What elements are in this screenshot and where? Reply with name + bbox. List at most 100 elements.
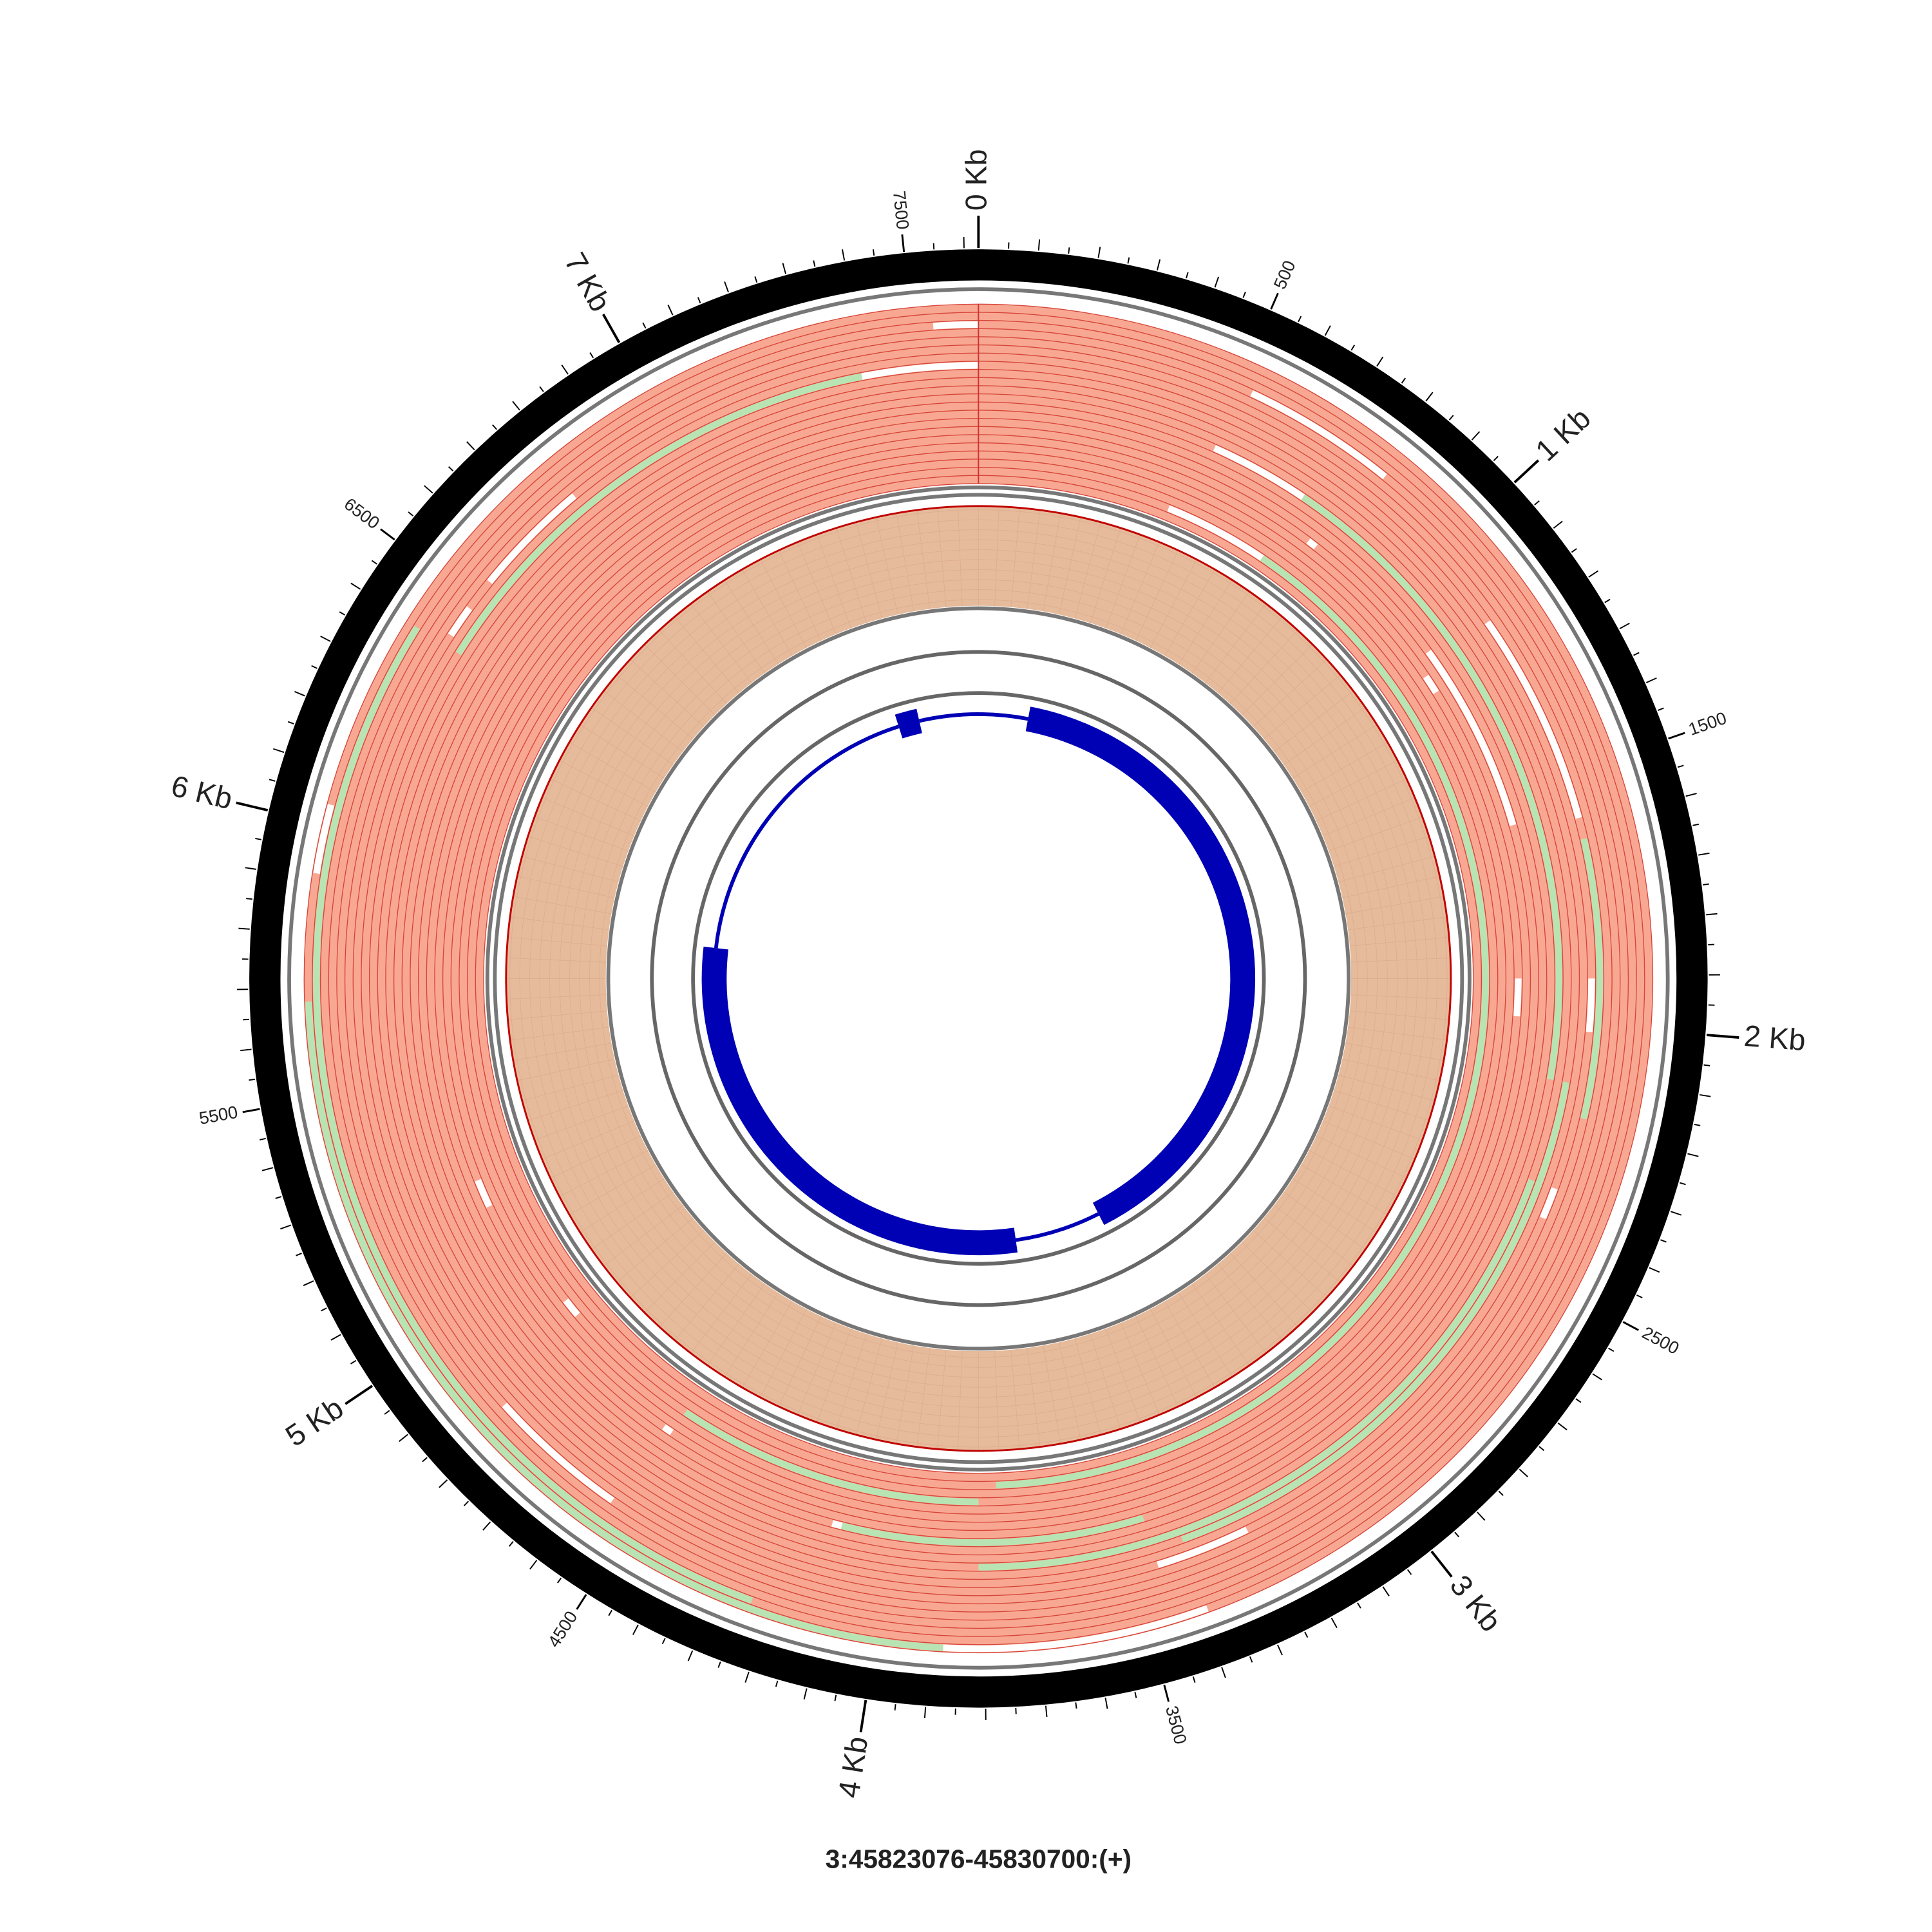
coverage-grid [674, 616, 739, 694]
minor-tick [408, 511, 414, 516]
minor-tick [724, 281, 729, 293]
minor-tick [1685, 793, 1697, 797]
coverage-grid [630, 1229, 705, 1298]
coverage-grid [517, 1059, 615, 1081]
coverage-grid [1342, 1059, 1440, 1081]
minor-tick [1276, 1644, 1283, 1656]
coverage-grid [1043, 1345, 1061, 1444]
minor-tick [1376, 356, 1384, 367]
coverage-grid [659, 630, 727, 705]
minor-tick [539, 386, 544, 392]
minor-tick [1571, 548, 1577, 553]
tick [242, 1108, 260, 1113]
coverage-grid [896, 513, 914, 612]
minor-tick [1706, 913, 1718, 916]
minor-tick-label: 4500 [544, 1607, 582, 1651]
minor-tick [1592, 1373, 1603, 1381]
minor-tick-label: 500 [1269, 258, 1300, 292]
coverage-grid [513, 1043, 612, 1061]
tick [1668, 732, 1685, 740]
coverage-grid [1178, 1293, 1233, 1378]
tick [602, 314, 621, 343]
coverage-grid [876, 517, 898, 615]
minor-tick [311, 665, 317, 669]
minor-tick [782, 263, 787, 274]
coverage-grid [994, 506, 999, 607]
coverage-grid [742, 1301, 793, 1388]
minor-tick [1045, 1705, 1048, 1718]
minor-tick [275, 1196, 282, 1199]
minor-tick [1448, 415, 1454, 421]
read-lane [475, 475, 1482, 1482]
read-segment [1250, 390, 1387, 480]
coverage-grid [1135, 550, 1179, 641]
coverage-grid [1253, 1229, 1327, 1298]
coverage-grid [659, 1253, 727, 1327]
coverage-grid [817, 1328, 851, 1423]
exon [1025, 706, 1256, 1226]
coverage-grid [957, 1350, 963, 1451]
minor-tick [1104, 1698, 1108, 1709]
minor-tick [1324, 325, 1331, 336]
minor-tick [424, 485, 433, 494]
coverage-grid [1350, 957, 1451, 963]
coverage-grid [1178, 580, 1233, 665]
coverage-grid [591, 707, 674, 765]
coverage-grid [1274, 690, 1354, 752]
tick [345, 1385, 374, 1405]
minor-tick [296, 1253, 302, 1256]
minor-tick [255, 838, 262, 840]
read-segment [1181, 1081, 1570, 1543]
minor-tick [1425, 392, 1434, 402]
major-tick-label: 7 Kb [558, 247, 618, 317]
read-segment [502, 1403, 614, 1504]
coverage-grid [724, 1293, 779, 1378]
coverage-grid [549, 549, 1408, 1408]
minor-tick [287, 721, 294, 724]
read-segment [1484, 620, 1582, 819]
minor-tick [632, 1624, 639, 1635]
minor-tick [717, 1662, 721, 1668]
track-border [691, 691, 1266, 1266]
read-segment [861, 362, 979, 380]
coverage-grid [1043, 513, 1061, 612]
minor-tick [608, 1609, 612, 1616]
coverage-grid [1328, 1105, 1423, 1141]
coverage-grid [569, 569, 1388, 1388]
minor-tick [246, 898, 252, 900]
coverage-grid [1090, 1334, 1121, 1430]
minor-tick [1498, 1490, 1504, 1496]
minor-tick [1680, 1182, 1686, 1186]
coverage-grid [836, 527, 867, 623]
coverage-grid [1334, 1090, 1430, 1121]
intron [1015, 1212, 1100, 1242]
coverage-grid [513, 896, 612, 914]
coverage-grid [1090, 527, 1121, 623]
coverage-grid [1348, 1027, 1447, 1041]
minor-tick [512, 401, 520, 411]
minor-tick [273, 748, 285, 753]
coverage-grid [1322, 1121, 1416, 1160]
minor-tick [1304, 1631, 1309, 1638]
coverage-grid [1059, 517, 1081, 615]
minor-tick [240, 1048, 252, 1052]
coverage-grid [957, 506, 963, 607]
coverage-grid [507, 936, 607, 947]
coverage-grid [1164, 569, 1215, 656]
minor-tick [1156, 259, 1161, 270]
read-segment [1580, 838, 1604, 1120]
minor-tick [1127, 257, 1130, 264]
coverage-grid [519, 519, 1438, 1438]
minor-tick [1249, 1656, 1253, 1663]
coverage-grid [616, 1217, 694, 1283]
coverage-grid [707, 591, 765, 674]
coverage-grid [856, 522, 883, 619]
coverage-grid [1059, 1342, 1081, 1440]
coverage-grid [994, 1350, 999, 1451]
coverage-grid [1105, 1328, 1141, 1423]
read-segment [943, 1605, 1209, 1653]
coverage-grid [1348, 916, 1447, 931]
minor-tick [321, 1307, 327, 1312]
coverage-grid [569, 742, 656, 793]
